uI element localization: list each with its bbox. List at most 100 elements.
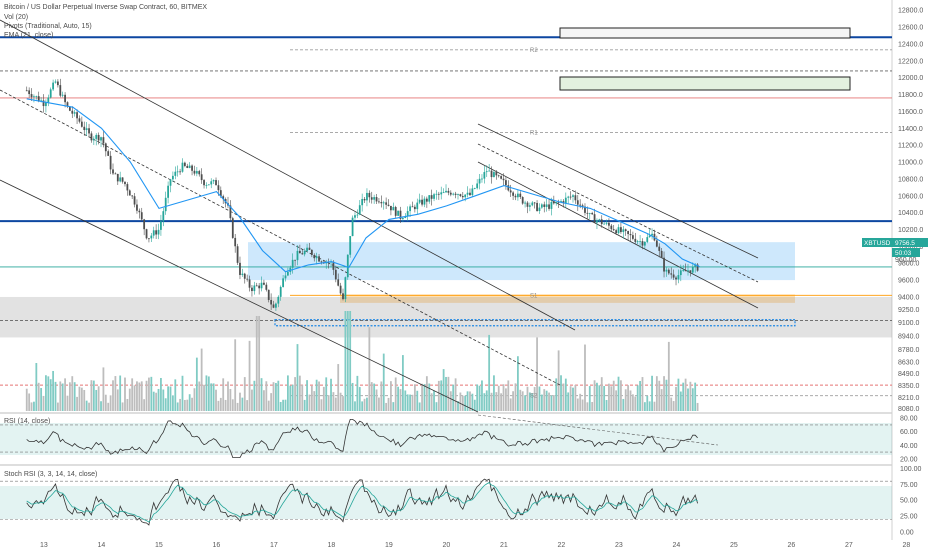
volume-bar (574, 384, 577, 411)
volume-bar (248, 340, 251, 411)
volume-bar (121, 402, 124, 411)
candle-body (370, 197, 373, 200)
volume-bar (303, 399, 306, 411)
volume-bar (569, 386, 572, 411)
volume-bar (588, 386, 591, 411)
volume-bar (679, 391, 682, 411)
volume-bar (363, 398, 366, 411)
volume-bar (145, 380, 148, 411)
volume-bar (378, 397, 380, 411)
volume-bar (469, 391, 471, 411)
volume-bar (231, 399, 234, 411)
candle-body (169, 179, 172, 186)
candle-body (620, 227, 622, 233)
volume-bar (476, 384, 479, 411)
stoch-d-line (26, 481, 698, 523)
candle-body (191, 165, 193, 171)
candle-body (275, 303, 277, 308)
candle-body (282, 278, 285, 287)
candle-body (473, 188, 476, 189)
volume-bar (318, 381, 320, 411)
date-tick-label: 26 (788, 542, 796, 549)
candle-body (313, 254, 316, 259)
price-tick-label: 11000.0 (898, 160, 923, 167)
candle-body (183, 162, 186, 166)
candle-body (71, 110, 74, 114)
volume-bar (282, 399, 285, 411)
volume-bar (45, 375, 47, 411)
candle-body (92, 138, 95, 141)
date-tick-label: 24 (673, 542, 681, 549)
candle-body (126, 184, 129, 191)
candle-body (255, 285, 258, 287)
volume-bar (545, 390, 548, 411)
volume-bar (92, 380, 95, 411)
candle-body (581, 205, 584, 207)
candle-body (339, 285, 342, 294)
volume-bar (308, 394, 311, 411)
volume-value-label: 960.00 (895, 257, 917, 264)
candle-body (483, 172, 486, 179)
price-tick-label: 12000.0 (898, 75, 923, 82)
volume-bar (272, 382, 275, 411)
volume-bar (150, 376, 153, 411)
rising-channel-upper (477, 123, 759, 259)
volume-bar (298, 375, 301, 411)
volume-bar (401, 355, 404, 411)
stoch-tick-label: 50.00 (900, 498, 918, 505)
candle-body (600, 219, 603, 225)
volume-bar (59, 381, 62, 411)
candle-body (193, 170, 196, 174)
volume-bar (562, 383, 565, 411)
candle-body (97, 134, 100, 141)
candle-body (655, 240, 658, 247)
volume-bar (639, 380, 641, 411)
candle-body (373, 197, 376, 200)
volume-bar (155, 392, 158, 411)
candle-body (425, 198, 428, 202)
r2-box (559, 27, 851, 39)
candle-body (145, 229, 148, 239)
volume-bar (246, 400, 249, 411)
candle-body (375, 197, 378, 202)
volume-bar (478, 385, 481, 411)
volume-bar (35, 363, 38, 411)
volume-bar (212, 383, 215, 411)
candle-body (102, 137, 105, 144)
candle-body (524, 202, 526, 204)
candle-body (385, 202, 388, 205)
last-price-text: 9756.5 (895, 240, 915, 247)
stoch-tick-label: 25.00 (900, 514, 918, 521)
volume-bar (95, 389, 98, 411)
volume-bar (493, 375, 495, 411)
volume-bar (643, 402, 646, 411)
volume-bar (255, 316, 258, 411)
volume-bar (296, 344, 299, 411)
price-tick-label: 12200.0 (898, 58, 923, 65)
channel-upper-line (0, 19, 576, 331)
volume-bar (521, 391, 524, 411)
volume-bar (243, 377, 246, 411)
candle-body (30, 94, 33, 98)
candle-body (239, 262, 241, 275)
volume-bar (675, 386, 677, 411)
date-tick-label: 25 (730, 542, 738, 549)
candle-body (219, 190, 222, 197)
volume-bar (466, 391, 469, 411)
price-tick-label: 11800.0 (898, 92, 923, 99)
candle-body (37, 96, 40, 102)
date-tick-label: 20 (443, 542, 451, 549)
candle-body (478, 178, 481, 184)
volume-bar (334, 397, 337, 411)
volume-bar (442, 369, 445, 411)
price-tick-label: 10000.0 (898, 244, 923, 251)
candle-body (303, 251, 306, 255)
volume-bar (502, 384, 505, 411)
candle-body (533, 202, 536, 204)
volume-bar (49, 379, 52, 411)
candle-body (476, 183, 479, 189)
candle-body (612, 229, 615, 231)
candle-body (378, 201, 380, 203)
volume-bar (193, 388, 196, 411)
